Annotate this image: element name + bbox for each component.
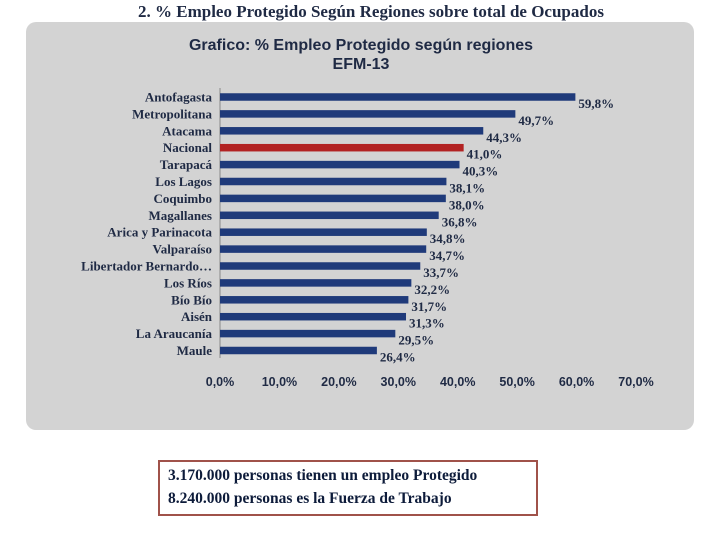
bar-los-lagos [220, 177, 447, 186]
data-label-valparaiso: 34,7% [429, 248, 465, 263]
x-tick-label: 40,0% [440, 375, 475, 389]
x-tick-label: 10,0% [262, 375, 297, 389]
data-label-libertador-bernardo: 33,7% [423, 265, 459, 280]
bar-la-araucania [220, 329, 396, 338]
bar-magallanes [220, 211, 439, 220]
bar-antofagasta [220, 93, 576, 101]
category-label-libertador-bernardo: Libertador Bernardo… [81, 259, 212, 274]
bar-los-rios [220, 279, 412, 287]
category-label-magallanes: Magallanes [148, 208, 212, 223]
bar-aisen [220, 312, 407, 321]
bar-bio-bio [220, 296, 409, 304]
bar-coquimbo [220, 194, 446, 203]
bar-arica-y-parinacota [220, 228, 427, 236]
bar-chart: Grafico: % Empleo Protegido según region… [81, 37, 654, 389]
data-label-tarapaca: 40,3% [462, 164, 498, 179]
info-line-labor-force: 8.240.000 personas es la Fuerza de Traba… [168, 490, 452, 507]
data-label-los-rios: 32,2% [414, 282, 450, 297]
data-label-metropolitana: 49,7% [518, 113, 554, 128]
data-label-bio-bio: 31,7% [411, 299, 447, 314]
x-tick-label: 20,0% [321, 375, 356, 389]
category-label-valparaiso: Valparaíso [153, 242, 212, 257]
bar-tarapaca [220, 160, 460, 169]
x-tick-label: 30,0% [381, 375, 416, 389]
data-label-arica-y-parinacota: 34,8% [430, 231, 466, 246]
bar-valparaiso [220, 245, 427, 253]
data-label-magallanes: 36,8% [442, 214, 478, 229]
bar-atacama [220, 127, 484, 135]
bar-nacional [220, 143, 464, 152]
bar-libertador-bernardo [220, 262, 421, 270]
category-label-metropolitana: Metropolitana [132, 106, 212, 121]
category-label-tarapaca: Tarapacá [160, 157, 213, 172]
category-label-los-lagos: Los Lagos [155, 174, 212, 189]
category-label-la-araucania: La Araucanía [136, 326, 213, 341]
category-label-aisen: Aisén [181, 309, 213, 324]
data-label-nacional: 41,0% [467, 147, 503, 162]
bar-metropolitana [220, 110, 516, 118]
category-label-coquimbo: Coquimbo [153, 191, 212, 206]
chart-panel: Grafico: % Empleo Protegido según region… [26, 22, 694, 430]
info-line-protected-jobs: 3.170.000 personas tienen un empleo Prot… [168, 467, 478, 484]
data-label-antofagasta: 59,8% [578, 96, 614, 111]
data-label-maule: 26,4% [380, 350, 416, 365]
category-label-bio-bio: Bío Bío [171, 292, 212, 307]
category-label-los-rios: Los Ríos [164, 275, 212, 290]
chart-title: Grafico: % Empleo Protegido según region… [189, 37, 533, 54]
slide-title: 2. % Empleo Protegido Según Regiones sob… [138, 2, 604, 21]
data-label-los-lagos: 38,1% [449, 181, 485, 196]
data-label-aisen: 31,3% [409, 316, 445, 331]
category-label-arica-y-parinacota: Arica y Parinacota [107, 225, 212, 240]
category-label-maule: Maule [177, 343, 213, 358]
x-tick-label: 60,0% [559, 375, 594, 389]
x-tick-label: 70,0% [618, 375, 653, 389]
category-label-antofagasta: Antofagasta [145, 90, 213, 105]
category-label-nacional: Nacional [163, 140, 213, 155]
chart-subtitle: EFM-13 [333, 56, 390, 73]
category-label-atacama: Atacama [162, 123, 212, 138]
x-tick-label: 0,0% [206, 375, 235, 389]
data-label-la-araucania: 29,5% [398, 333, 434, 348]
info-box: 3.170.000 personas tienen un empleo Prot… [158, 460, 538, 516]
x-tick-label: 50,0% [499, 375, 534, 389]
data-label-atacama: 44,3% [486, 130, 522, 145]
data-label-coquimbo: 38,0% [449, 197, 485, 212]
bar-maule [220, 346, 377, 355]
